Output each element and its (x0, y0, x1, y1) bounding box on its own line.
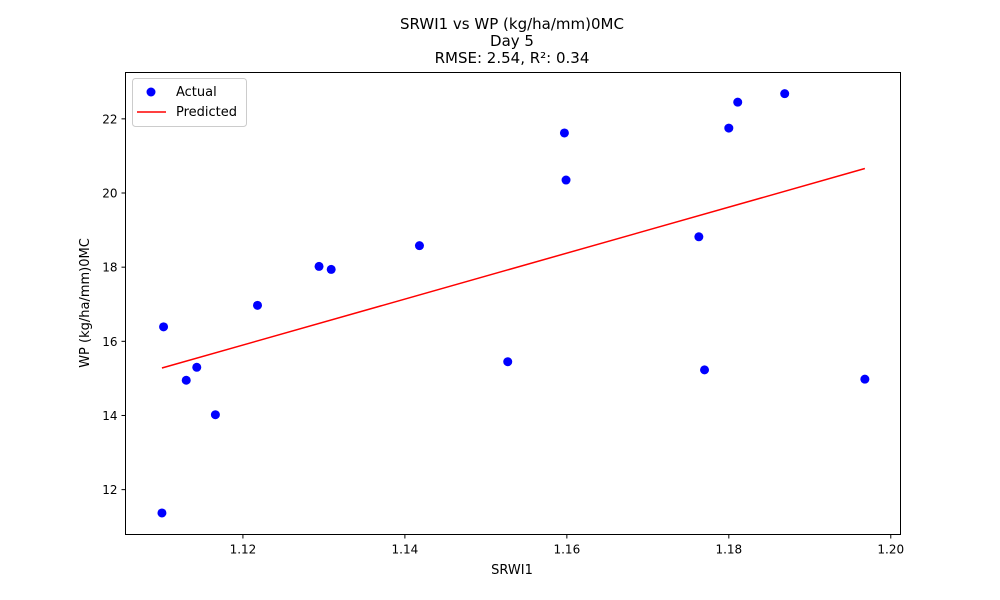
x-axis-ticks: 1.12 1.14 1.16 1.18 1.20 (230, 534, 904, 557)
data-point-actual (157, 508, 167, 518)
legend-label-predicted: Predicted (176, 105, 237, 120)
data-point-actual (414, 241, 424, 251)
data-point-actual (724, 123, 734, 133)
chart-title-line-2: Day 5 (490, 32, 534, 50)
data-point-actual (159, 322, 169, 332)
data-point-actual (700, 365, 710, 375)
x-tick-label: 1.16 (553, 543, 580, 557)
y-tick-label: 20 (102, 187, 117, 201)
data-point-actual (733, 97, 743, 107)
data-point-actual (192, 362, 202, 372)
chart-title-line-1: SRWI1 vs WP (kg/ha/mm)0MC (400, 15, 624, 33)
data-point-actual (314, 261, 324, 271)
data-point-actual (561, 175, 571, 185)
y-tick-label: 14 (102, 409, 117, 423)
y-axis-label: WP (kg/ha/mm)0MC (78, 238, 93, 368)
y-tick-label: 18 (102, 261, 117, 275)
x-tick-label: 1.14 (392, 543, 419, 557)
x-tick-label: 1.12 (230, 543, 257, 557)
plot-frame (125, 72, 901, 535)
data-point-actual (559, 128, 569, 138)
data-point-actual (694, 232, 704, 242)
legend-marker-actual (146, 87, 156, 97)
data-point-actual (181, 375, 191, 385)
data-point-actual (210, 410, 220, 420)
legend: Actual Predicted (132, 78, 247, 127)
legend-box (132, 78, 247, 127)
x-tick-label: 1.18 (715, 543, 742, 557)
y-axis-ticks: 12 14 16 18 20 22 (102, 112, 126, 497)
data-point-actual (780, 89, 790, 99)
legend-label-actual: Actual (176, 85, 217, 100)
x-tick-label: 1.20 (877, 543, 904, 557)
data-point-actual (503, 357, 513, 367)
data-point-actual (326, 264, 336, 274)
y-tick-label: 22 (102, 112, 117, 126)
x-axis-label: SRWI1 (491, 563, 533, 578)
data-point-actual (253, 300, 263, 310)
plot-marks (157, 89, 870, 518)
data-point-actual (860, 374, 870, 384)
y-tick-label: 16 (102, 335, 117, 349)
predicted-line (161, 167, 866, 369)
chart-title-line-3: RMSE: 2.54, R²: 0.34 (435, 49, 590, 67)
y-tick-label: 12 (102, 483, 117, 497)
